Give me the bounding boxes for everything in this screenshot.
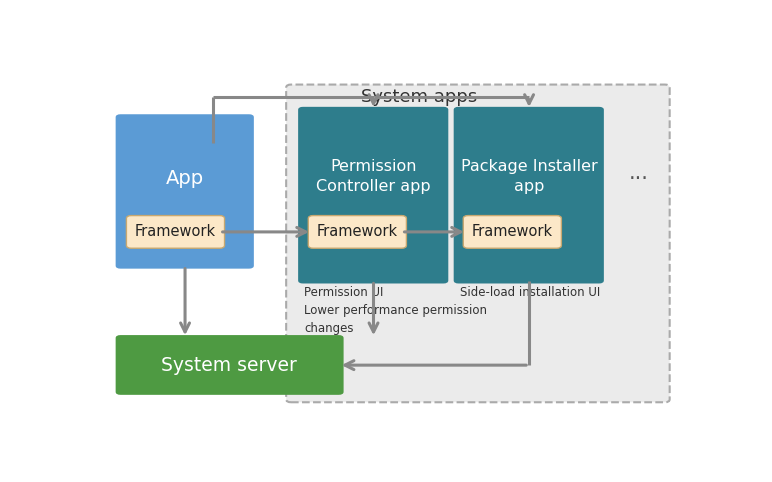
FancyBboxPatch shape [308,215,406,248]
FancyBboxPatch shape [454,107,604,283]
Text: Framework: Framework [317,225,398,240]
Text: Framework: Framework [472,225,553,240]
Text: System apps: System apps [361,88,478,106]
Text: App: App [166,169,204,188]
Text: ...: ... [628,163,648,183]
FancyBboxPatch shape [286,84,669,402]
FancyBboxPatch shape [463,215,561,248]
FancyBboxPatch shape [127,215,225,248]
Text: Permission
Controller app: Permission Controller app [317,159,431,194]
Text: System server: System server [161,356,297,375]
FancyBboxPatch shape [116,335,344,395]
Text: Side-load installation UI: Side-load installation UI [460,286,601,299]
Text: Permission UI
Lower performance permission
changes: Permission UI Lower performance permissi… [304,286,487,335]
FancyBboxPatch shape [298,107,449,283]
FancyBboxPatch shape [116,114,254,268]
Text: Framework: Framework [135,225,216,240]
Text: Package Installer
app: Package Installer app [461,159,598,194]
